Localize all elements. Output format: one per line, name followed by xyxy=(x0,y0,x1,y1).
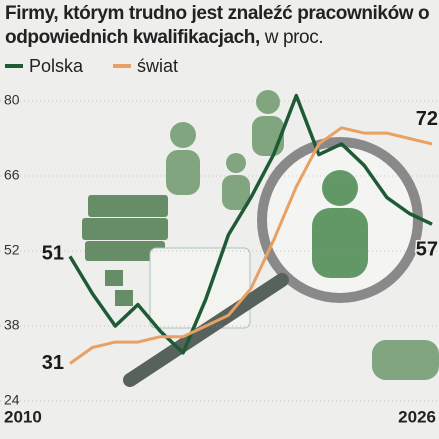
legend-label: świat xyxy=(137,56,178,76)
series-line xyxy=(69,126,433,365)
legend-label: Polska xyxy=(29,56,84,76)
series-line xyxy=(68,93,433,355)
y-tick-label: 80 xyxy=(4,92,20,108)
value-label: 72 xyxy=(416,108,438,130)
chart-title: Firmy, którym trudno jest znaleźć pracow… xyxy=(5,3,430,48)
value-label: 31 xyxy=(42,352,64,374)
header: Firmy, którym trudno jest znaleźć pracow… xyxy=(5,2,430,50)
value-label: 51 xyxy=(42,243,64,265)
x-tick-label: 2010 xyxy=(4,407,42,426)
y-tick-label: 52 xyxy=(4,242,20,258)
chart-subtitle: w proc. xyxy=(264,27,324,48)
value-label: 57 xyxy=(416,238,438,260)
x-tick-label: 2026 xyxy=(398,407,436,426)
y-tick-label: 66 xyxy=(4,167,20,183)
y-tick-label: 38 xyxy=(4,317,20,333)
y-tick-label: 24 xyxy=(4,392,20,408)
